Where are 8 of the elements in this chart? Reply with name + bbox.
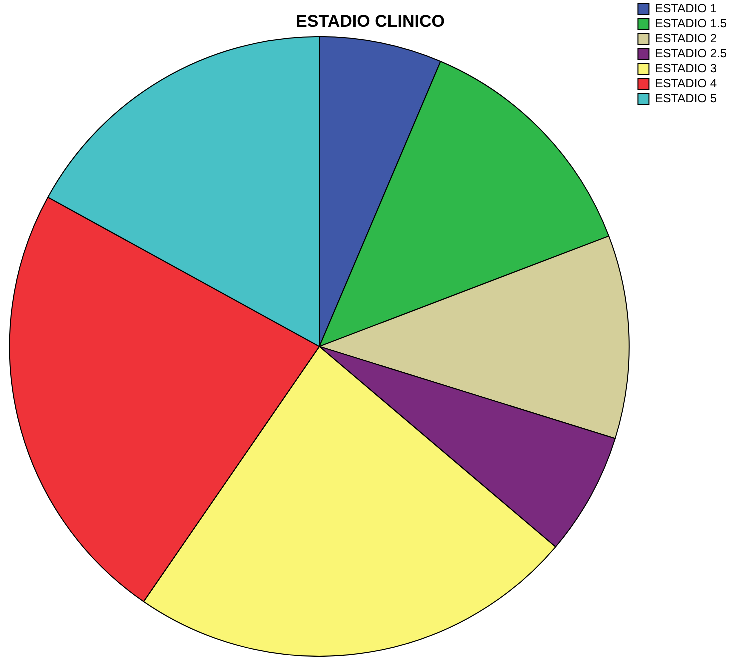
legend-label: ESTADIO 5 — [655, 91, 718, 106]
legend-label: ESTADIO 3 — [655, 61, 718, 76]
legend-label: ESTADIO 1 — [655, 1, 718, 16]
legend-label: ESTADIO 2.5 — [655, 46, 728, 60]
legend-label: ESTADIO 4 — [655, 76, 718, 90]
legend-label: ESTADIO 1.5 — [655, 16, 728, 30]
legend-label: ESTADIO 2 — [655, 31, 718, 46]
text: ESTADIO CLINICO — [296, 12, 445, 31]
